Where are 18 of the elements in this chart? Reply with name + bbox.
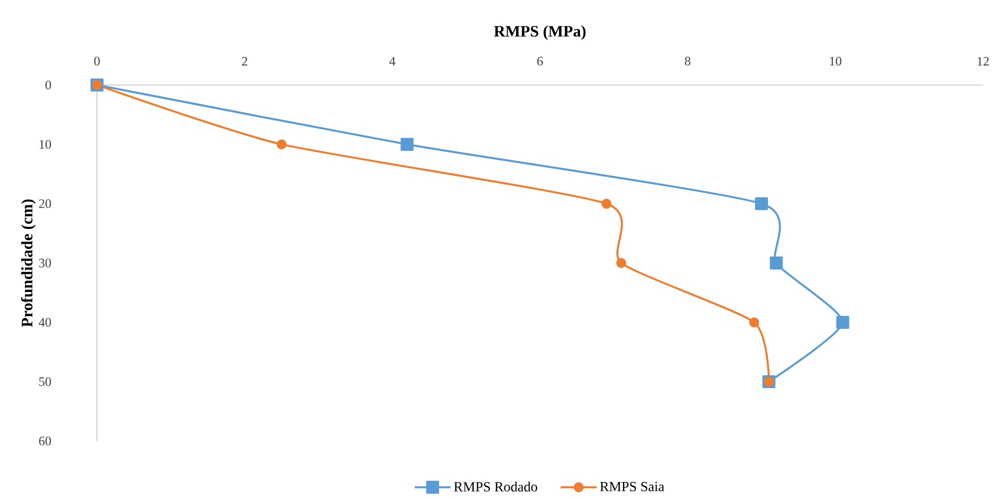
x-tick-label: 12 (978, 56, 989, 66)
y-tick-label: 0 (46, 80, 51, 90)
x-tick-label: 10 (830, 56, 842, 66)
y-tick-label: 60 (39, 436, 51, 446)
x-axis-title: RMPS (MPa) (494, 25, 586, 40)
x-tick-label: 4 (389, 56, 396, 66)
y-tick-label: 50 (39, 377, 51, 386)
x-tick-label: 2 (242, 56, 248, 66)
y-axis-title: Profundidade (cm) (21, 199, 36, 328)
x-tick-label: 6 (537, 56, 543, 66)
y-tick-label: 40 (38, 318, 51, 327)
x-tick-label: 0 (94, 56, 100, 66)
y-tick-label: 10 (40, 140, 51, 149)
legend-label: RMPS Saia (600, 482, 664, 492)
legend-label: RMPS Rodado (454, 482, 538, 492)
x-tick-label: 8 (684, 56, 690, 66)
y-tick-label: 30 (39, 258, 51, 268)
y-tick-label: 20 (39, 199, 51, 208)
